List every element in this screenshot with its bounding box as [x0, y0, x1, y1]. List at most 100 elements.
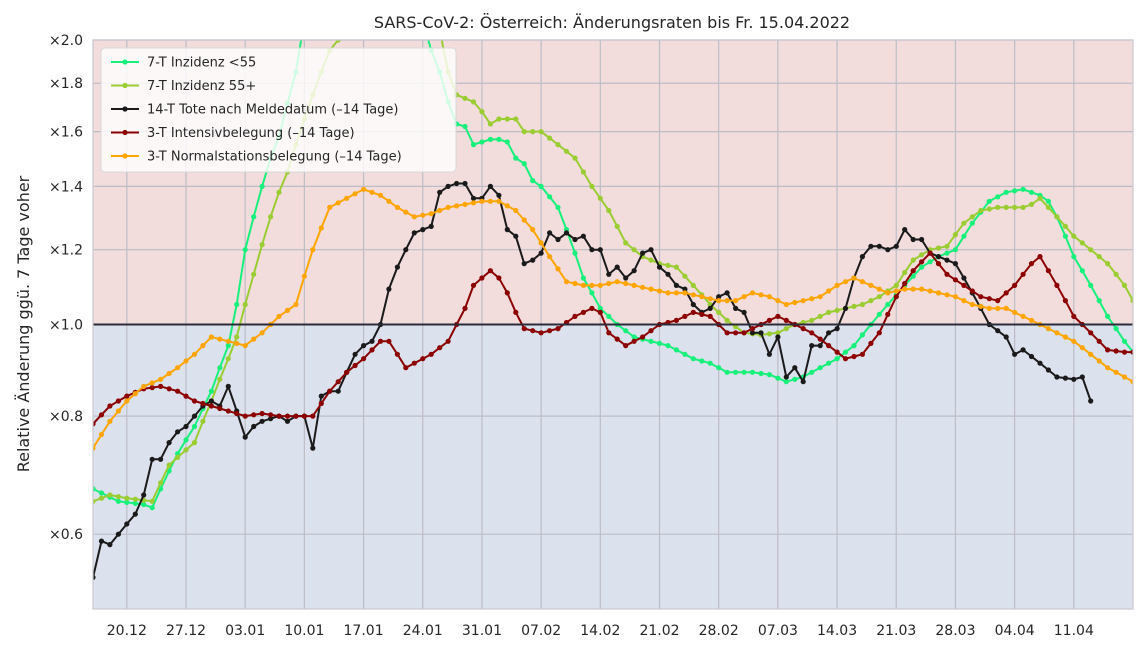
data-point: [876, 286, 882, 292]
data-point: [344, 369, 350, 375]
data-point: [149, 456, 155, 462]
data-point: [809, 369, 815, 375]
data-point: [1020, 347, 1026, 353]
data-point: [504, 290, 510, 296]
x-tick-label: 17.01: [344, 623, 384, 639]
data-point: [1088, 351, 1094, 357]
data-point: [656, 264, 663, 270]
data-point: [961, 298, 967, 304]
data-point: [868, 282, 874, 288]
data-point: [851, 343, 857, 349]
x-tick-label: 14.03: [817, 623, 857, 639]
legend-label: 3-T Normalstationsbelegung (–14 Tage): [147, 150, 402, 165]
data-point: [158, 376, 164, 382]
data-point: [1071, 338, 1077, 344]
data-point: [175, 454, 181, 460]
data-point: [301, 273, 307, 279]
data-point: [276, 313, 282, 319]
data-point: [597, 305, 603, 311]
data-point: [842, 356, 849, 362]
data-point: [1105, 261, 1111, 267]
data-point: [944, 250, 950, 256]
data-point: [530, 178, 536, 184]
data-point: [124, 495, 130, 501]
data-point: [1088, 247, 1094, 253]
data-point: [284, 418, 291, 424]
data-point: [1054, 214, 1060, 220]
data-point: [690, 309, 696, 315]
data-point: [268, 416, 274, 422]
data-point: [597, 247, 603, 253]
data-point: [1113, 271, 1119, 277]
data-point: [1012, 309, 1018, 315]
data-point: [462, 201, 468, 207]
data-point: [513, 155, 519, 161]
x-tick-label: 07.03: [758, 623, 798, 639]
data-point: [792, 376, 798, 382]
data-point: [868, 243, 874, 249]
data-point: [690, 301, 696, 308]
data-point: [445, 338, 451, 344]
x-tick-label: 04.04: [995, 623, 1035, 639]
data-point: [462, 95, 468, 101]
data-point: [792, 299, 798, 306]
data-point: [377, 338, 384, 344]
data-point: [242, 247, 248, 253]
data-point: [673, 282, 680, 288]
data-point: [935, 290, 942, 296]
data-point: [1037, 360, 1043, 366]
data-point: [1130, 349, 1133, 355]
data-point: [166, 370, 172, 377]
legend: 7-T Inzidenz <55 7-T Inzidenz 55+ 14-T Tot…: [100, 47, 457, 173]
data-point: [656, 288, 663, 294]
data-point: [335, 379, 341, 385]
data-point: [614, 279, 620, 285]
data-point: [817, 294, 823, 300]
data-point: [1088, 330, 1094, 336]
data-point: [766, 331, 773, 337]
data-point: [623, 280, 629, 287]
data-point: [885, 247, 891, 253]
data-point: [919, 286, 925, 292]
data-point: [648, 247, 654, 253]
band-below-1: [93, 324, 1133, 609]
data-point: [606, 313, 612, 319]
data-point: [191, 413, 198, 419]
data-point: [868, 340, 874, 346]
data-point: [428, 211, 434, 217]
legend-label: 14-T Tote nach Meldedatum (–14 Tage): [147, 103, 399, 118]
data-point: [487, 268, 493, 274]
data-point: [961, 220, 967, 226]
y-tick-label: ×1.0: [49, 318, 83, 334]
data-point: [859, 351, 866, 357]
data-point: [800, 298, 806, 304]
data-point: [648, 338, 654, 344]
data-point: [885, 311, 891, 317]
data-point: [707, 360, 713, 366]
data-point: [944, 257, 950, 263]
data-point: [758, 292, 764, 298]
data-point: [614, 264, 620, 270]
data-point: [665, 290, 671, 296]
data-point: [902, 286, 908, 292]
data-point: [589, 183, 595, 189]
data-point: [995, 298, 1001, 304]
data-point: [817, 336, 823, 342]
data-point: [961, 275, 967, 281]
data-point: [115, 494, 121, 500]
data-point: [580, 309, 587, 315]
data-point: [547, 194, 553, 200]
data-point: [513, 233, 519, 239]
data-point: [1028, 201, 1035, 207]
data-point: [115, 398, 121, 404]
data-point: [191, 440, 198, 446]
data-point: [521, 129, 527, 135]
x-tick-label: 11.04: [1054, 623, 1094, 639]
data-point: [386, 198, 392, 204]
data-point: [1054, 374, 1060, 380]
data-point: [470, 282, 477, 288]
legend-swatch-marker: [122, 59, 128, 65]
data-point: [98, 490, 105, 496]
data-point: [335, 200, 341, 206]
data-point: [766, 317, 773, 323]
